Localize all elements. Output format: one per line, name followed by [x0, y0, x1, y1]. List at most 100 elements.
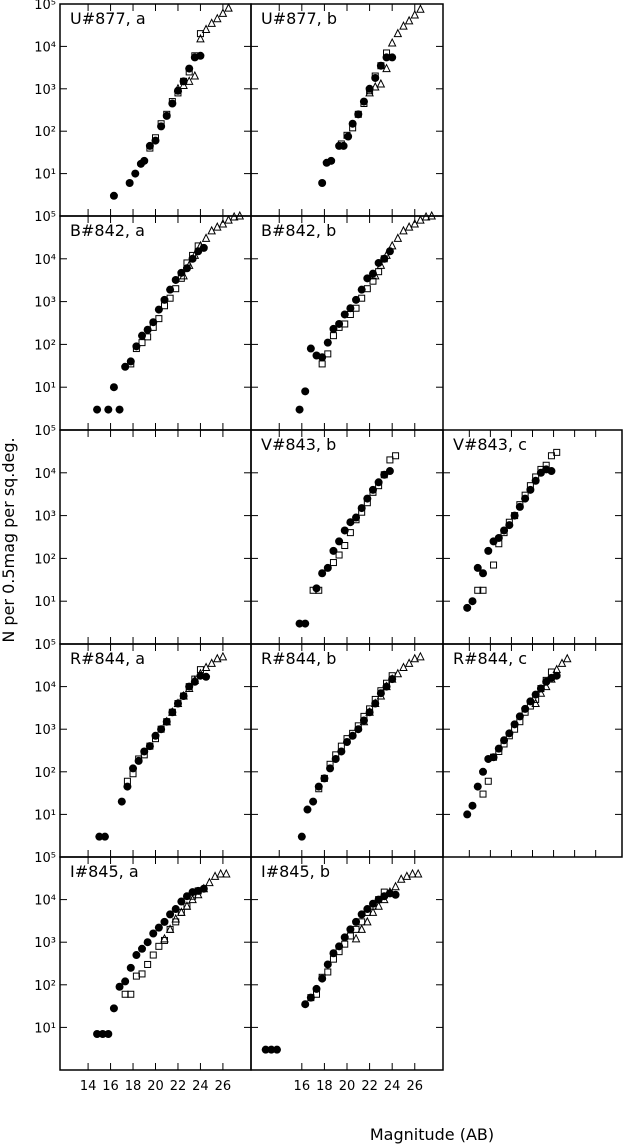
point	[121, 362, 130, 371]
point	[371, 72, 379, 80]
point	[313, 990, 321, 998]
point	[468, 801, 477, 810]
point	[479, 586, 487, 594]
point	[212, 221, 222, 231]
point	[393, 28, 403, 38]
point	[180, 77, 188, 85]
panel: U#877, a 10¹ 10² 10³ 10⁴ 10⁵	[34, 0, 252, 217]
point	[359, 97, 368, 106]
point	[152, 134, 159, 142]
point	[337, 140, 345, 148]
point	[537, 465, 545, 473]
point	[297, 832, 306, 841]
point	[193, 889, 203, 899]
y-tick-label: 10³	[34, 936, 56, 951]
point	[127, 990, 135, 998]
point	[511, 512, 519, 520]
y-tick-label: 10⁵	[34, 851, 56, 866]
point	[301, 387, 310, 396]
point	[537, 685, 545, 693]
point	[315, 785, 323, 793]
point	[179, 692, 188, 701]
y-tick-label: 10⁴	[34, 467, 56, 482]
point	[196, 33, 205, 43]
point	[341, 542, 349, 550]
point	[346, 925, 355, 934]
point	[309, 797, 318, 806]
point	[154, 305, 163, 314]
point	[360, 100, 368, 108]
point	[542, 461, 550, 469]
point	[173, 699, 182, 708]
point	[132, 345, 140, 353]
panel-frame	[250, 3, 444, 217]
point	[157, 725, 166, 734]
point	[500, 526, 509, 535]
point	[382, 250, 391, 259]
point	[165, 924, 175, 933]
panel-frame	[250, 429, 444, 645]
point	[146, 742, 154, 750]
panel: R#844, c	[442, 643, 623, 858]
point	[160, 295, 169, 304]
point	[179, 270, 188, 280]
x-tick-label: 26	[215, 1079, 232, 1094]
point	[339, 141, 348, 150]
point	[138, 331, 147, 340]
point	[324, 350, 332, 358]
panel: U#877, b	[250, 3, 444, 217]
panel-frame	[250, 643, 444, 858]
y-tick-label: 10³	[34, 723, 56, 738]
point	[196, 240, 205, 250]
point	[149, 951, 157, 959]
point	[318, 353, 327, 362]
panel-frame	[250, 856, 444, 1071]
point	[354, 110, 362, 118]
point	[358, 508, 366, 516]
point	[125, 179, 134, 188]
point	[376, 260, 386, 269]
point	[212, 13, 222, 23]
point	[382, 63, 391, 73]
point	[547, 673, 556, 683]
panel-title: U#877, b	[261, 9, 337, 28]
point	[184, 260, 194, 269]
point	[380, 471, 388, 479]
point	[168, 708, 177, 717]
point	[149, 323, 157, 331]
point	[495, 747, 503, 755]
point	[376, 690, 386, 700]
point	[385, 886, 395, 896]
point	[190, 675, 200, 684]
point	[402, 871, 412, 880]
point	[168, 707, 177, 716]
point	[346, 310, 354, 318]
point	[329, 332, 337, 340]
x-tick-label: 22	[361, 1079, 378, 1094]
x-axis-label: Magnitude (AB)	[370, 1125, 494, 1144]
point	[207, 18, 216, 27]
point	[177, 897, 186, 906]
point	[196, 668, 205, 678]
point	[318, 360, 326, 368]
point	[303, 805, 312, 814]
point	[327, 156, 336, 165]
y-tick-label: 10³	[34, 296, 56, 311]
point	[157, 120, 165, 128]
point	[363, 916, 372, 926]
panel-frame	[59, 3, 252, 217]
point	[531, 698, 540, 708]
point	[132, 972, 140, 980]
x-tick-label: 14	[80, 1079, 97, 1094]
point	[155, 315, 163, 323]
y-tick-label: 10¹	[34, 808, 56, 823]
panel: V#843, b	[250, 429, 444, 645]
point	[505, 518, 513, 526]
x-tick-label: 22	[170, 1079, 187, 1094]
point	[160, 302, 168, 310]
point	[224, 2, 233, 12]
point	[357, 910, 366, 919]
point	[199, 883, 209, 893]
y-tick-label: 10¹	[34, 595, 56, 610]
point	[370, 270, 380, 280]
